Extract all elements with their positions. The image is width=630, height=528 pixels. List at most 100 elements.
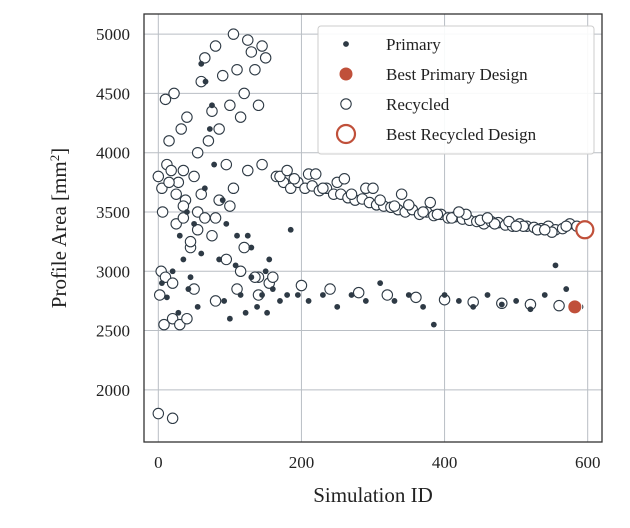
recycled-point [352, 286, 365, 299]
legend-label-recycled: Recycled [386, 95, 450, 114]
primary-point [362, 298, 369, 304]
primary-point [266, 256, 273, 263]
recycled-point [209, 295, 222, 307]
x-axis-label: Simulation ID [313, 483, 433, 507]
x-tick-label: 600 [575, 453, 601, 472]
recycled-point [249, 63, 261, 76]
recycled-point [152, 170, 165, 183]
y-tick-label: 3000 [96, 262, 130, 281]
primary-point [284, 292, 291, 298]
primary-point [527, 306, 534, 313]
primary-point [187, 274, 194, 281]
recycled-point [424, 196, 436, 209]
recycled-point [177, 200, 190, 212]
primary-point [244, 232, 251, 239]
recycled-point [281, 164, 293, 177]
recycled-point [213, 123, 225, 135]
primary-point [420, 303, 426, 310]
recycled-point [181, 111, 193, 123]
recycled-point [238, 241, 250, 254]
primary-point [176, 232, 183, 239]
primary-series [158, 60, 584, 328]
primary-point [348, 292, 355, 298]
recycled-point [367, 182, 379, 195]
primary-point [264, 309, 270, 316]
primary-point [441, 292, 448, 298]
recycled-point [481, 212, 494, 224]
primary-point [219, 197, 226, 204]
primary-point [248, 274, 255, 281]
primary-point [334, 303, 341, 310]
y-axis-ticks: 2000 2500 3000 3500 4000 4500 5000 [96, 25, 130, 400]
primary-point [470, 303, 477, 310]
recycled-point [256, 40, 268, 52]
primary-point [254, 303, 260, 310]
primary-point [377, 280, 384, 287]
primary-point [180, 256, 187, 263]
primary-point [484, 292, 491, 298]
primary-point [391, 298, 398, 304]
primary-point [223, 220, 230, 227]
legend-label-primary: Primary [386, 35, 441, 54]
primary-point [248, 244, 255, 251]
recycled-point [199, 212, 211, 224]
y-tick-label: 2000 [96, 381, 130, 400]
primary-point [320, 292, 326, 298]
primary-point [405, 292, 412, 298]
recycled-point [224, 99, 236, 112]
recycled-point [395, 188, 408, 200]
primary-point [184, 209, 190, 215]
primary-point [455, 298, 462, 304]
primary-point [430, 321, 437, 328]
recycled-point [184, 235, 197, 248]
primary-point [198, 250, 205, 257]
primary-point [277, 298, 283, 304]
recycled-point [317, 182, 329, 195]
primary-point [211, 161, 218, 168]
primary-point [206, 126, 213, 132]
recycled-point [227, 182, 240, 195]
primary-point [209, 102, 215, 109]
recycled-point [216, 69, 229, 82]
y-tick-label: 3500 [96, 203, 130, 222]
recycled-point [252, 99, 265, 112]
x-tick-label: 0 [154, 453, 163, 472]
primary-point [216, 256, 223, 263]
recycled-point [417, 206, 429, 218]
recycled-point [152, 407, 165, 420]
primary-point [541, 292, 548, 298]
recycled-point [156, 206, 169, 218]
recycled-point [510, 220, 522, 232]
best-primary-point [567, 299, 583, 315]
legend-label-best-recycled: Best Recycled Design [386, 125, 537, 144]
recycled-point [431, 208, 444, 221]
recycled-point [295, 279, 308, 292]
recycled-point [538, 224, 551, 236]
recycled-point [202, 135, 215, 147]
legend-label-best-primary: Best Primary Design [386, 65, 528, 84]
primary-point [498, 301, 505, 308]
primary-point [563, 286, 570, 292]
recycled-point [238, 87, 250, 100]
primary-point [294, 292, 301, 298]
recycled-point [168, 87, 180, 100]
y-axis-label-close: ] [47, 148, 71, 155]
primary-point [259, 292, 265, 298]
recycled-point [381, 289, 394, 301]
recycled-point [177, 164, 190, 177]
recycled-point [309, 168, 322, 180]
recycled-point [163, 176, 175, 189]
recycled-point [170, 188, 182, 200]
recycled-point [338, 173, 351, 185]
primary-point [234, 232, 240, 239]
recycled-point [453, 206, 465, 218]
primary-point [169, 268, 176, 275]
primary-point [287, 226, 294, 233]
recycled-point [220, 253, 233, 266]
recycled-point [191, 224, 204, 236]
primary-point [552, 262, 559, 269]
recycled-point [153, 289, 166, 301]
recycled-point [181, 312, 193, 325]
recycled-point [188, 170, 200, 183]
